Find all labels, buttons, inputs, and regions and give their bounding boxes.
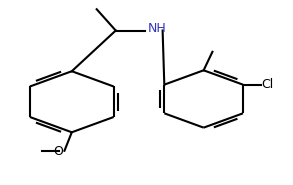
Text: O: O <box>53 145 63 158</box>
Text: Cl: Cl <box>261 78 274 91</box>
Text: NH: NH <box>148 22 167 35</box>
